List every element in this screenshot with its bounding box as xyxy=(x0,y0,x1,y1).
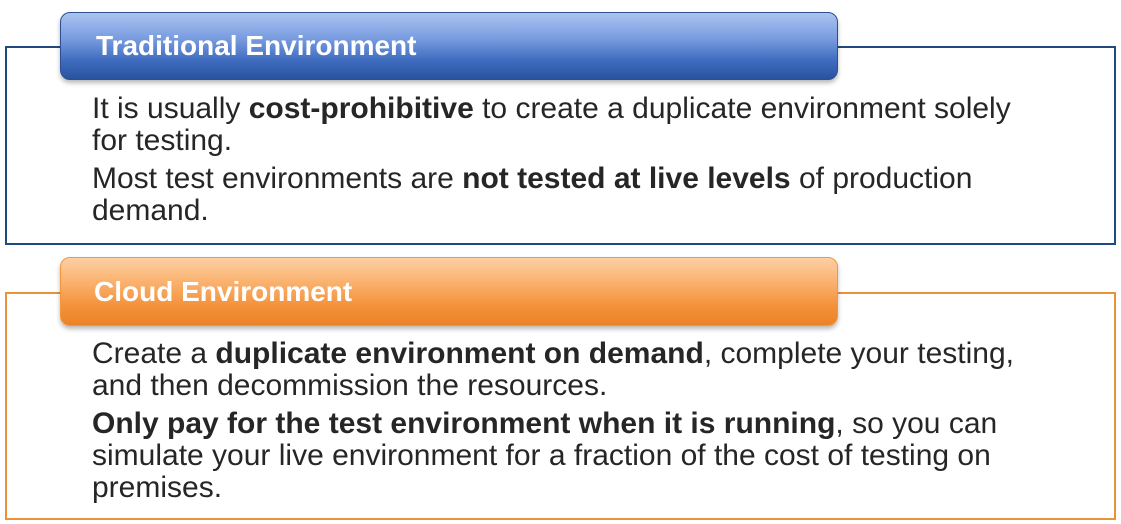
cloud-environment-title: Cloud Environment xyxy=(94,275,353,307)
paragraph-text: , so you can simulate your live environm… xyxy=(92,407,998,504)
traditional-environment-header: Traditional Environment xyxy=(60,12,838,80)
paragraph-emphasis: duplicate environment on demand xyxy=(215,337,704,370)
paragraph-text: Create a xyxy=(92,337,216,370)
paragraph-emphasis: not tested at live levels xyxy=(462,162,791,195)
cloud-paragraph-pay: Only pay for the test environment when i… xyxy=(92,408,1037,504)
paragraph-text: of production demand. xyxy=(92,162,973,227)
cloud-paragraph-demand: Create a duplicate environment on demand… xyxy=(92,338,1037,402)
paragraph-text: to create a duplicate environment solely… xyxy=(92,92,1011,157)
traditional-paragraph-cost: It is usually cost-prohibitive to create… xyxy=(92,93,1037,157)
cloud-environment-panel xyxy=(5,292,1116,520)
paragraph-text: Most test environments are xyxy=(92,162,463,195)
cloud-environment-header: Cloud Environment xyxy=(60,257,838,326)
traditional-environment-title: Traditional Environment xyxy=(96,30,417,61)
traditional-paragraph-levels: Most test environments are not tested at… xyxy=(92,163,1037,227)
cloud-environment-body: Create a duplicate environment on demand… xyxy=(92,338,1037,510)
paragraph-emphasis: cost-prohibitive xyxy=(248,92,474,125)
paragraph-emphasis: Only pay for the test environment when i… xyxy=(92,407,836,440)
paragraph-text: It is usually xyxy=(92,92,249,125)
traditional-environment-body: It is usually cost-prohibitive to create… xyxy=(92,93,1037,233)
paragraph-text: , complete your testing, and then decomm… xyxy=(92,337,1014,402)
